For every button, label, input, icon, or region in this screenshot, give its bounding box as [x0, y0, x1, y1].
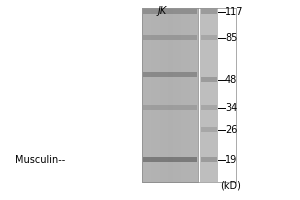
Bar — [168, 8, 169, 182]
Text: 19: 19 — [225, 155, 237, 165]
Text: 117: 117 — [225, 7, 244, 17]
Bar — [189, 8, 190, 182]
Bar — [150, 8, 151, 182]
Text: 48: 48 — [225, 75, 237, 85]
Bar — [148, 8, 149, 182]
Bar — [167, 8, 168, 182]
Bar — [164, 8, 165, 182]
Text: 85: 85 — [225, 33, 237, 43]
Bar — [194, 8, 195, 182]
Bar — [201, 35, 217, 40]
Bar — [162, 8, 163, 182]
Bar — [152, 8, 153, 182]
Bar — [201, 157, 217, 162]
Bar — [181, 8, 182, 182]
Bar — [197, 8, 198, 182]
Bar — [179, 8, 180, 182]
Bar — [159, 8, 160, 182]
Bar — [149, 8, 150, 182]
Bar — [165, 8, 166, 182]
Text: JK: JK — [158, 6, 166, 16]
Bar — [188, 8, 189, 182]
Bar — [143, 35, 197, 40]
Text: (kD): (kD) — [220, 180, 241, 190]
Bar — [196, 8, 197, 182]
Bar — [187, 8, 188, 182]
Bar — [201, 127, 217, 132]
Text: 26: 26 — [225, 125, 237, 135]
Bar — [190, 8, 191, 182]
Bar — [173, 8, 174, 182]
Bar — [157, 8, 158, 182]
Bar — [161, 8, 162, 182]
Bar — [142, 8, 236, 182]
Bar — [142, 8, 143, 182]
Bar — [178, 8, 179, 182]
Bar — [143, 157, 197, 162]
Bar — [183, 8, 184, 182]
Bar — [154, 8, 155, 182]
Bar — [200, 8, 218, 182]
Bar — [143, 8, 144, 182]
Bar — [151, 8, 152, 182]
Bar — [155, 8, 156, 182]
Text: 34: 34 — [225, 103, 237, 113]
Bar — [147, 8, 148, 182]
Bar — [143, 72, 197, 77]
Bar — [170, 8, 171, 182]
Bar — [195, 8, 196, 182]
Bar — [186, 8, 187, 182]
Bar — [171, 8, 172, 182]
Bar — [180, 8, 181, 182]
Bar — [185, 8, 186, 182]
Bar — [172, 8, 173, 182]
Bar — [191, 8, 192, 182]
Bar — [177, 8, 178, 182]
Bar — [175, 8, 176, 182]
Bar — [201, 105, 217, 110]
Bar — [201, 9, 217, 14]
Bar — [158, 8, 159, 182]
Bar — [142, 8, 198, 182]
Bar — [144, 8, 145, 182]
Bar — [166, 8, 167, 182]
Bar — [142, 8, 198, 182]
Bar — [182, 8, 183, 182]
Bar — [193, 8, 194, 182]
Bar — [174, 8, 175, 182]
Bar — [160, 8, 161, 182]
Bar — [153, 8, 154, 182]
Bar — [176, 8, 177, 182]
Bar — [184, 8, 185, 182]
Bar — [143, 9, 197, 14]
Bar — [145, 8, 146, 182]
Bar — [201, 77, 217, 82]
Bar — [169, 8, 170, 182]
Text: Musculin--: Musculin-- — [15, 155, 65, 165]
Bar — [146, 8, 147, 182]
Bar — [163, 8, 164, 182]
Bar — [192, 8, 193, 182]
Bar — [143, 105, 197, 110]
Bar — [156, 8, 157, 182]
